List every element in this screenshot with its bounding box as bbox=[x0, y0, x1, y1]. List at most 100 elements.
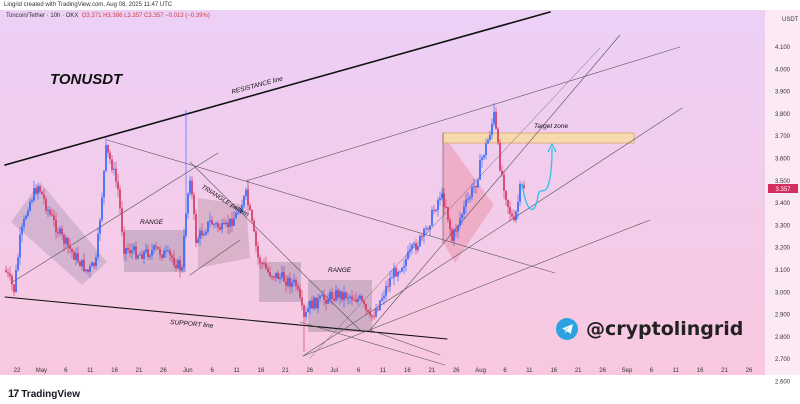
chart-title: TONUSDT bbox=[50, 71, 124, 88]
time-tick: 26 bbox=[599, 368, 606, 374]
candle-body bbox=[321, 295, 323, 297]
candle-body bbox=[227, 222, 229, 228]
candle-body bbox=[373, 316, 375, 318]
candle-body bbox=[463, 206, 465, 215]
time-axis[interactable]: 22 May 6 11 16 21 26 Jun 6 11 16 21 26 Jul 6 11 16 21 26 Au… bbox=[14, 368, 753, 374]
candle-body bbox=[237, 212, 239, 214]
candle-body bbox=[301, 297, 303, 306]
candle-body bbox=[165, 250, 167, 252]
fan-line-9 bbox=[309, 47, 601, 359]
fan-line-2 bbox=[302, 219, 651, 357]
price-tick: 3.500 bbox=[775, 179, 791, 185]
price-axis[interactable]: 4.100 4.000 3.900 3.800 3.700 3.600 3.500 3.400… bbox=[775, 45, 791, 386]
fan-line-3 bbox=[369, 34, 621, 331]
candle-body bbox=[427, 228, 429, 230]
candle-body bbox=[167, 250, 169, 252]
candle-body bbox=[45, 198, 47, 211]
candle-body bbox=[205, 231, 207, 235]
time-tick: 26 bbox=[453, 368, 460, 374]
candle-body bbox=[349, 296, 351, 298]
candle-body bbox=[345, 292, 347, 298]
candle-body bbox=[27, 210, 29, 216]
candle-body bbox=[193, 194, 195, 214]
candle-body bbox=[459, 218, 461, 226]
candle-body bbox=[13, 284, 15, 292]
candle-body bbox=[73, 251, 75, 260]
candle-body bbox=[179, 260, 181, 271]
time-tick: May bbox=[36, 368, 47, 374]
candle-body bbox=[513, 216, 515, 221]
plot-area[interactable] bbox=[0, 10, 765, 375]
candle-body bbox=[359, 295, 361, 299]
candle-body bbox=[383, 295, 385, 299]
range-label-2: RANGE bbox=[328, 267, 352, 274]
candle-body bbox=[433, 209, 435, 211]
candle-body bbox=[249, 205, 251, 211]
candle-body bbox=[469, 196, 471, 199]
candle-body bbox=[149, 255, 151, 257]
projection-arrow-head bbox=[547, 142, 557, 153]
candle-body bbox=[417, 245, 419, 251]
candle-body bbox=[265, 263, 267, 269]
candle-body bbox=[339, 291, 341, 298]
candle-body bbox=[387, 286, 389, 288]
candles bbox=[5, 103, 525, 352]
candle-body bbox=[271, 276, 273, 278]
candle-body bbox=[423, 229, 425, 237]
tradingview-brand[interactable]: 17 TradingView bbox=[8, 388, 80, 400]
time-tick: Jun bbox=[183, 368, 193, 374]
candle-body bbox=[67, 237, 69, 246]
candle-body bbox=[385, 286, 387, 296]
candle-body bbox=[461, 214, 463, 219]
time-tick: Aug bbox=[475, 368, 486, 374]
candle-body bbox=[241, 205, 243, 213]
candle-body bbox=[169, 250, 171, 256]
candle-body bbox=[223, 222, 225, 225]
candle-body bbox=[285, 281, 287, 286]
candle-body bbox=[181, 267, 183, 271]
candle-body bbox=[319, 296, 321, 299]
candle-body bbox=[399, 271, 401, 273]
candle-body bbox=[323, 295, 325, 300]
candle-body bbox=[261, 262, 263, 264]
tradingview-logo-icon: 17 bbox=[8, 388, 19, 400]
candle-body bbox=[105, 144, 107, 171]
candle-body bbox=[209, 220, 211, 222]
time-tick: 22 bbox=[14, 368, 21, 374]
candle-body bbox=[363, 300, 365, 305]
candle-body bbox=[487, 139, 489, 144]
candle-body bbox=[269, 271, 271, 277]
candle-body bbox=[163, 250, 165, 258]
candle-body bbox=[187, 193, 189, 214]
candle-body bbox=[273, 276, 275, 278]
candle-body bbox=[153, 245, 155, 251]
symbol-name[interactable]: Toncoin/Tether · 10h · OKX bbox=[6, 13, 79, 19]
candle-body bbox=[5, 270, 7, 273]
candle-body bbox=[217, 223, 219, 228]
candle-body bbox=[453, 230, 455, 241]
candle-body bbox=[497, 128, 499, 143]
candle-body bbox=[295, 280, 297, 287]
candle-body bbox=[331, 292, 333, 299]
candle-body bbox=[401, 267, 403, 272]
candle-body bbox=[107, 144, 109, 153]
candle-body bbox=[157, 247, 159, 249]
ohlc-values: O3.371 H3.386 L3.357 C3.357 −0.013 (−0.3… bbox=[81, 13, 210, 19]
candle-body bbox=[291, 281, 293, 287]
support-label: SUPPORT line bbox=[170, 319, 214, 330]
candle-body bbox=[121, 208, 123, 233]
candle-body bbox=[303, 305, 305, 317]
candle-body bbox=[83, 259, 85, 272]
candle-body bbox=[483, 155, 485, 158]
candle-body bbox=[183, 235, 185, 268]
candle-body bbox=[147, 249, 149, 257]
range-box-1 bbox=[124, 230, 186, 272]
candle-body bbox=[81, 259, 83, 267]
candle-body bbox=[309, 300, 311, 309]
candle-body bbox=[101, 197, 103, 221]
candle-body bbox=[479, 160, 481, 180]
candle-body bbox=[131, 250, 133, 254]
time-tick: Sep bbox=[622, 368, 633, 374]
